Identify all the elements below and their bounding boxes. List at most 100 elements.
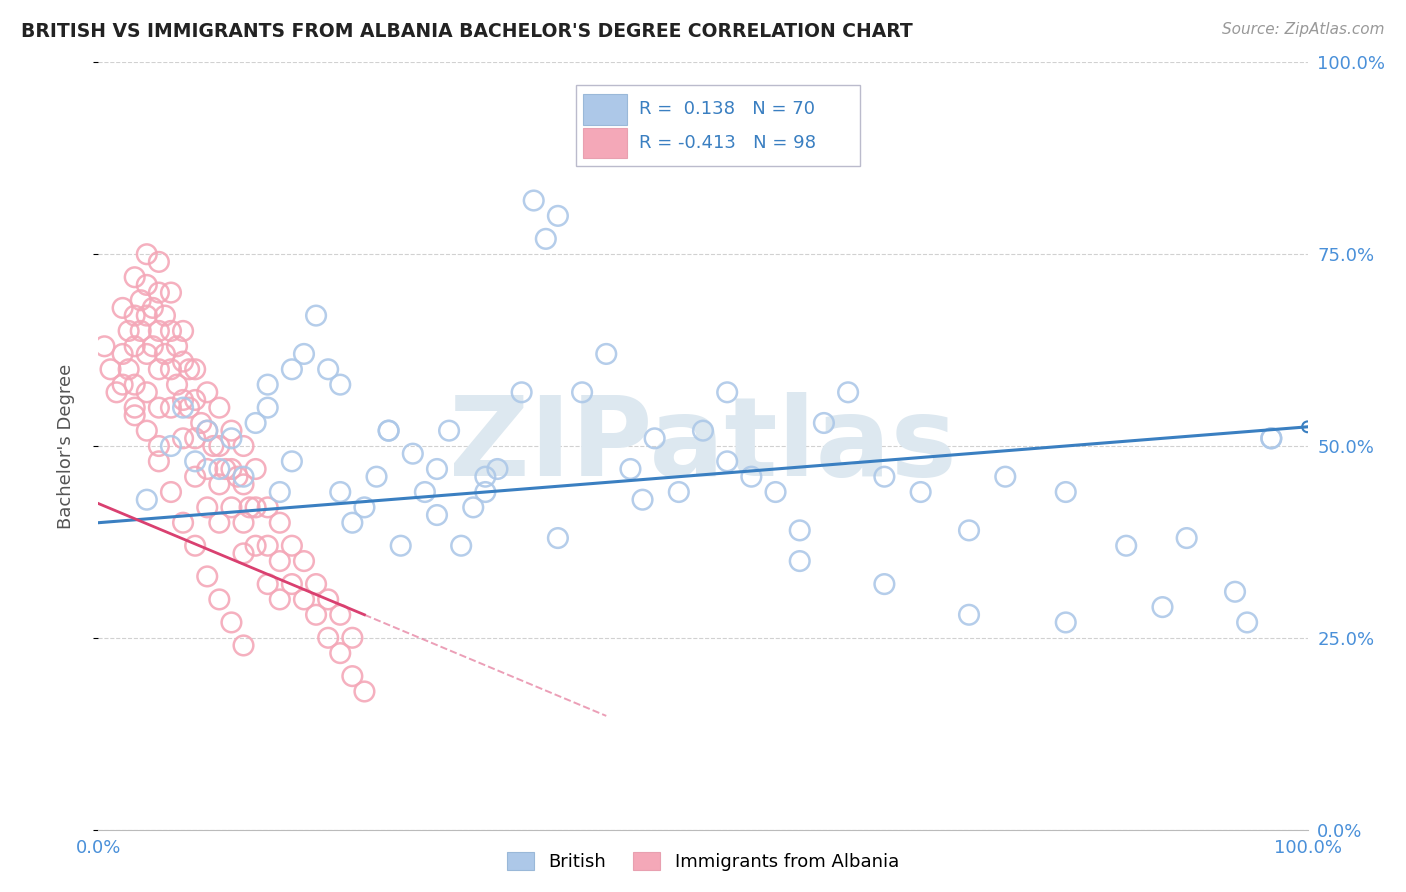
Point xyxy=(160,324,183,338)
Point xyxy=(668,485,690,500)
Point xyxy=(1296,420,1319,434)
Point xyxy=(172,392,194,407)
Point xyxy=(105,385,128,400)
Point xyxy=(740,469,762,483)
Point xyxy=(208,401,231,415)
Point xyxy=(595,347,617,361)
Text: R =  0.138   N = 70: R = 0.138 N = 70 xyxy=(638,100,815,119)
Point xyxy=(316,631,339,645)
Point xyxy=(160,439,183,453)
Point xyxy=(208,477,231,491)
Point xyxy=(547,531,569,545)
Point xyxy=(413,485,436,500)
Point xyxy=(226,469,249,483)
Point xyxy=(957,607,980,622)
Point xyxy=(124,270,146,285)
FancyBboxPatch shape xyxy=(583,94,627,125)
Point xyxy=(118,324,141,338)
Point xyxy=(1054,485,1077,500)
Point xyxy=(160,285,183,300)
Point xyxy=(1175,531,1198,545)
Point xyxy=(135,347,157,361)
Point xyxy=(195,500,218,515)
Point xyxy=(1152,600,1174,615)
Point xyxy=(281,454,304,468)
Point xyxy=(208,439,231,453)
Point xyxy=(256,539,278,553)
Text: Source: ZipAtlas.com: Source: ZipAtlas.com xyxy=(1222,22,1385,37)
Point xyxy=(239,500,262,515)
Point xyxy=(366,469,388,483)
Point xyxy=(426,508,449,522)
Point xyxy=(148,401,170,415)
Point xyxy=(245,539,267,553)
Point xyxy=(510,385,533,400)
Point xyxy=(644,431,666,445)
Point xyxy=(389,539,412,553)
Point xyxy=(269,592,291,607)
Point xyxy=(377,424,399,438)
Point xyxy=(342,516,364,530)
Point xyxy=(148,285,170,300)
Point xyxy=(111,377,134,392)
Point xyxy=(305,309,328,323)
Point xyxy=(716,454,738,468)
Point xyxy=(292,554,315,568)
Point xyxy=(269,554,291,568)
Point xyxy=(179,401,201,415)
Point xyxy=(1260,431,1282,445)
Point xyxy=(142,301,165,315)
Point xyxy=(789,554,811,568)
Point xyxy=(342,631,364,645)
Point xyxy=(214,462,236,476)
Point xyxy=(1054,615,1077,630)
Point xyxy=(353,500,375,515)
Point xyxy=(148,324,170,338)
Point xyxy=(329,607,352,622)
Point xyxy=(957,524,980,538)
Point xyxy=(111,301,134,315)
Point xyxy=(166,377,188,392)
Point xyxy=(305,577,328,591)
Point xyxy=(813,416,835,430)
Point xyxy=(160,401,183,415)
Point xyxy=(789,524,811,538)
Point xyxy=(232,639,254,653)
Point xyxy=(474,485,496,500)
Point xyxy=(135,492,157,507)
Point xyxy=(221,462,243,476)
Legend: British, Immigrants from Albania: British, Immigrants from Albania xyxy=(499,845,907,879)
Point xyxy=(256,401,278,415)
Point xyxy=(129,293,152,308)
Point xyxy=(184,431,207,445)
Point xyxy=(190,416,212,430)
Point xyxy=(523,194,546,208)
Point xyxy=(124,409,146,423)
Point xyxy=(316,592,339,607)
Text: BRITISH VS IMMIGRANTS FROM ALBANIA BACHELOR'S DEGREE CORRELATION CHART: BRITISH VS IMMIGRANTS FROM ALBANIA BACHE… xyxy=(21,22,912,41)
Text: ZIPatlas: ZIPatlas xyxy=(449,392,957,500)
Point xyxy=(124,339,146,353)
Y-axis label: Bachelor's Degree: Bachelor's Degree xyxy=(56,363,75,529)
Point xyxy=(148,454,170,468)
Point xyxy=(232,439,254,453)
Point xyxy=(329,646,352,660)
Point xyxy=(463,500,485,515)
Point xyxy=(910,485,932,500)
Point xyxy=(281,539,304,553)
Point xyxy=(486,462,509,476)
Point xyxy=(135,309,157,323)
Point xyxy=(377,424,399,438)
Point xyxy=(329,485,352,500)
Point xyxy=(184,392,207,407)
Point xyxy=(148,255,170,269)
Point xyxy=(184,539,207,553)
Point xyxy=(124,309,146,323)
Point xyxy=(160,362,183,376)
Point xyxy=(124,401,146,415)
Point xyxy=(195,385,218,400)
Point xyxy=(148,362,170,376)
Point xyxy=(184,454,207,468)
Point xyxy=(450,539,472,553)
Point xyxy=(195,569,218,583)
